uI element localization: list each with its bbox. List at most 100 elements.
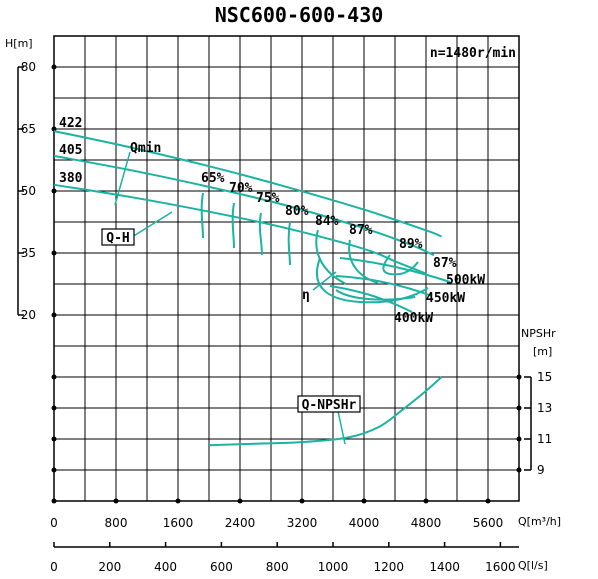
qnpsh-label-box xyxy=(297,395,361,413)
npsh-tick-label: 13 xyxy=(537,401,552,415)
head-tick-label: 35 xyxy=(21,246,36,260)
npsh-tick-label: 15 xyxy=(537,370,552,384)
npsh-axis: 15 13 11 9 xyxy=(51,370,552,477)
npsh-tick-dot-left xyxy=(51,467,57,473)
label-d380: 380 xyxy=(59,171,83,186)
label-qmin: Qmin xyxy=(130,141,161,156)
qh-curves xyxy=(53,130,442,275)
head-tick-dot xyxy=(51,64,57,70)
eff-label-70: 70% xyxy=(229,181,253,196)
chart-grid xyxy=(53,35,520,502)
power-curves xyxy=(329,257,451,313)
flow-ls-tick-label: 1200 xyxy=(374,560,405,574)
power-curve-400kw xyxy=(329,285,413,313)
eff-label-87-left: 87% xyxy=(349,223,373,238)
flow-m3h-tick-label: 0 xyxy=(50,516,58,530)
qh-curve-380 xyxy=(53,183,427,275)
npsh-tick-dot-right xyxy=(516,405,522,411)
flow-m3h-tick-label: 3200 xyxy=(287,516,318,530)
head-tick-label: 80 xyxy=(21,60,36,74)
flow-m3h-axis: 0 800 1600 2400 3200 4000 4800 5600 xyxy=(50,498,504,530)
power-curve-500kw xyxy=(339,257,451,283)
eff-label-89: 89% xyxy=(399,237,423,252)
power-label-450kw: 450kW xyxy=(426,291,465,306)
qh-leader xyxy=(131,211,173,238)
eta-leader xyxy=(312,271,337,291)
eff-label-65: 65% xyxy=(201,171,225,186)
flow-ls-tick-label: 200 xyxy=(98,560,121,574)
head-tick-label: 65 xyxy=(21,122,36,136)
eff-label-80: 80% xyxy=(285,204,309,219)
qnpsh-leader xyxy=(337,410,346,445)
efficiency-iso-80 xyxy=(287,221,291,266)
efficiency-bottom-envelope xyxy=(335,289,416,301)
head-tick-dot xyxy=(51,188,57,194)
label-eta: η xyxy=(302,288,310,303)
flow-ls-axis-label: Q[l/s] xyxy=(518,559,548,572)
label-d405: 405 xyxy=(59,143,82,158)
eff-label-87-right: 87% xyxy=(433,256,457,271)
flow-m3h-tick-dot xyxy=(237,498,243,504)
efficiency-iso-70 xyxy=(231,202,235,249)
flow-ls-tick-label: 1600 xyxy=(485,560,516,574)
flow-m3h-tick-dot xyxy=(113,498,119,504)
label-d422: 422 xyxy=(59,116,82,131)
plot-frame xyxy=(53,35,520,502)
flow-m3h-tick-label: 2400 xyxy=(225,516,256,530)
power-curve-450kw xyxy=(335,275,433,297)
head-tick-dot xyxy=(51,250,57,256)
efficiency-curves xyxy=(200,192,429,304)
flow-m3h-tick-dot xyxy=(361,498,367,504)
flow-m3h-tick-label: 800 xyxy=(105,516,128,530)
flow-ls-tick-label: 1400 xyxy=(429,560,460,574)
flow-m3h-tick-dot xyxy=(299,498,305,504)
flow-m3h-axis-label: Q[m³/h] xyxy=(518,515,561,528)
npsh-tick-dot-left xyxy=(51,405,57,411)
head-axis-label: H[m] xyxy=(5,37,33,50)
flow-ls-tick-label: 400 xyxy=(154,560,177,574)
flow-ls-tick-label: 1000 xyxy=(318,560,349,574)
qmin-leader xyxy=(114,151,131,206)
npsh-axis-label: NPSHr xyxy=(521,327,556,340)
efficiency-iso-75 xyxy=(258,212,263,256)
npsh-tick-label: 11 xyxy=(537,432,552,446)
flow-m3h-tick-dot xyxy=(175,498,181,504)
npsh-tick-label: 9 xyxy=(537,463,545,477)
power-label-400kw: 400kW xyxy=(394,311,433,326)
flow-m3h-tick-label: 4000 xyxy=(349,516,380,530)
power-label-500kw: 500kW xyxy=(446,273,485,288)
flow-ls-tick-label: 800 xyxy=(266,560,289,574)
head-tick-dot xyxy=(51,126,57,132)
flow-ls-tick-label: 600 xyxy=(210,560,233,574)
annotation-leaders xyxy=(114,151,346,445)
speed-label: n=1480r/min xyxy=(430,46,516,61)
flow-m3h-tick-label: 1600 xyxy=(163,516,194,530)
qh-curve-422 xyxy=(53,130,442,238)
npsh-tick-dot-right xyxy=(516,467,522,473)
npsh-tick-dot-right xyxy=(516,436,522,442)
qh-label-box xyxy=(101,228,135,246)
label-qh: Q-H xyxy=(106,231,129,246)
npsh-curves xyxy=(208,376,443,447)
eff-label-75: 75% xyxy=(256,191,280,206)
npsh-tick-dot-right xyxy=(516,374,522,380)
npsh-tick-dot-left xyxy=(51,436,57,442)
head-tick-label: 20 xyxy=(21,308,36,322)
npsh-tick-dot-left xyxy=(51,374,57,380)
npsh-axis-unit: [m] xyxy=(533,345,552,358)
eff-label-84: 84% xyxy=(315,214,339,229)
efficiency-iso-87-right xyxy=(315,257,429,304)
flow-ls-axis: 0 200 400 600 800 1000 1200 1400 1600 xyxy=(50,542,519,574)
flow-m3h-tick-dot xyxy=(51,498,57,504)
flow-m3h-tick-label: 4800 xyxy=(411,516,442,530)
flow-m3h-tick-label: 5600 xyxy=(473,516,504,530)
head-axis: 80 65 50 35 20 xyxy=(17,60,57,322)
head-tick-label: 50 xyxy=(21,184,36,198)
qh-curve-405 xyxy=(53,154,435,257)
flow-m3h-tick-dot xyxy=(423,498,429,504)
efficiency-iso-65 xyxy=(200,192,204,239)
flow-ls-tick-label: 0 xyxy=(50,560,58,574)
label-qnpsh: Q-NPSHr xyxy=(302,398,357,413)
chart-title: NSC600-600-430 xyxy=(215,3,384,27)
